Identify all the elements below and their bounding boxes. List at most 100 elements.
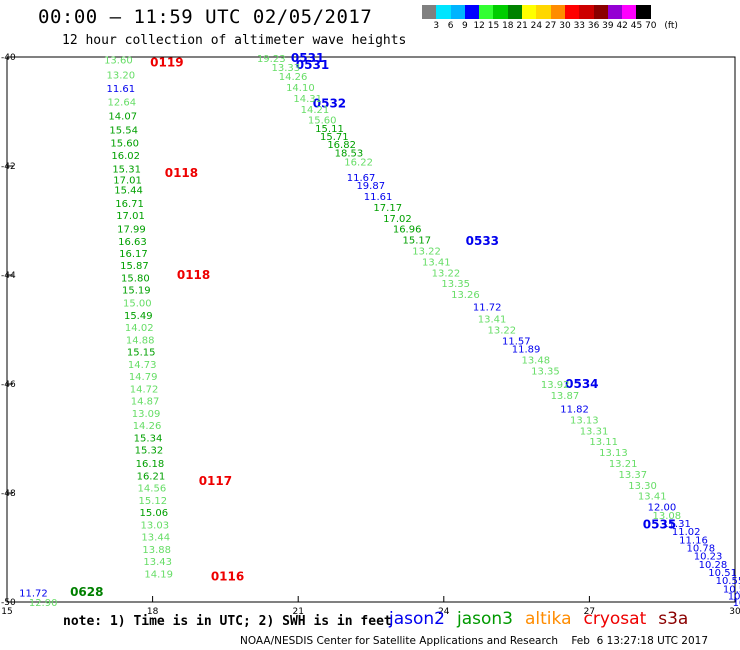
legend-swatch (622, 5, 637, 19)
wave-height-label: 16.82 (327, 140, 356, 151)
legend-label: 24 (530, 21, 543, 31)
legend-swatch (579, 5, 594, 19)
wave-height-label: 11.16 (679, 535, 708, 546)
wave-height-label: 10.55 (716, 576, 740, 587)
legend-label: 70 (645, 21, 657, 31)
legend-swatch (536, 5, 551, 19)
wave-height-label: 17.99 (117, 225, 146, 236)
wave-height-label: 13.41 (422, 257, 451, 268)
wave-height-label: 14.07 (108, 111, 137, 122)
wave-height-label: 15.60 (110, 139, 139, 150)
wave-height-label: 12.90 (29, 598, 58, 609)
wave-height-label: 14.31 (293, 94, 322, 105)
wave-height-label: 15.19 (122, 286, 151, 297)
map-title: 00:00 – 11:59 UTC 02/05/2017 (38, 6, 373, 28)
legend-swatch (607, 5, 623, 19)
wave-height-label: 14.88 (126, 335, 155, 346)
satellite-altika: altika (525, 609, 572, 629)
wave-height-label: 14.87 (131, 396, 160, 407)
units-note: note: 1) Time is in UTC; 2) SWH is in fe… (63, 614, 392, 629)
wave-height-label: 15.44 (114, 185, 143, 196)
wave-height-label: 14.73 (128, 360, 157, 371)
wave-height-label: 13.08 (652, 511, 681, 522)
wave-height-label: 16.18 (136, 459, 165, 470)
pass-id-label: 0531 (291, 51, 324, 65)
legend-swatches (422, 5, 651, 19)
wave-height-label: 13.33 (272, 63, 301, 74)
x-tick-label: 21 (292, 607, 303, 617)
wave-height-label: 11.61 (364, 192, 393, 203)
x-tick-label: 30 (729, 607, 740, 617)
wave-height-label: 11.82 (560, 405, 589, 416)
pass-id-label: 0532 (313, 96, 346, 110)
wave-height-label: 17.02 (383, 214, 412, 225)
wave-height-label: 14.79 (129, 372, 158, 383)
wave-height-label: 15.06 (139, 508, 168, 519)
pass-id-label: 0118 (177, 268, 210, 282)
pass-id-label: 0116 (211, 569, 244, 583)
wave-height-label: 15.87 (120, 261, 149, 272)
wave-height-label: 16.22 (344, 158, 373, 169)
wave-height-label: 16.02 (111, 151, 140, 162)
wave-height-label: 13.35 (531, 366, 560, 377)
y-tick-label: -44 (1, 271, 16, 281)
wave-height-label: 13.30 (628, 481, 657, 492)
wave-height-label: 16.71 (115, 199, 144, 210)
pass-id-label: 0119 (150, 55, 183, 69)
wave-height-label: 19.87 (356, 181, 385, 192)
wave-height-label: 13.26 (451, 290, 480, 301)
wave-height-label: 13.43 (143, 557, 172, 568)
wave-height-label: 13.37 (619, 470, 648, 481)
legend-label: 42 (616, 21, 628, 31)
pass-id-label: 0534 (565, 377, 598, 391)
y-tick-label: -48 (1, 489, 16, 499)
wave-height-label: 15.11 (315, 124, 344, 135)
wave-height-label: 15.71 (320, 132, 349, 143)
credit-footer: NOAA/NESDIS Center for Satellite Applica… (240, 635, 708, 647)
y-tick-label: -46 (1, 380, 16, 390)
pass-id-label: 0628 (70, 585, 103, 599)
legend-swatch (564, 5, 580, 19)
map-frame (6, 56, 736, 603)
wave-height-label: 14.19 (144, 570, 173, 581)
wave-height-label: 13.22 (412, 246, 441, 257)
wave-height-label: 15.15 (127, 347, 156, 358)
wave-height-label: 12.00 (648, 503, 677, 514)
wave-height-label: 13.22 (432, 268, 461, 279)
legend-label: 12 (473, 21, 485, 31)
wave-height-label: 11.67 (347, 173, 376, 184)
wave-height-label: 15.80 (121, 274, 150, 285)
legend-label: (ft) (664, 21, 678, 31)
wave-height-label: 11.89 (512, 345, 541, 356)
wave-height-label: 11.02 (672, 527, 701, 538)
legend-swatch (636, 5, 651, 19)
legend-swatch (422, 5, 437, 19)
pass-id-label: 0117 (199, 474, 232, 488)
color-scale-legend: 3 6 9 12 15 18 21 24 27 30 33 36 39 42 45 70 (ft) (422, 5, 678, 33)
wave-height-label: 18.53 (335, 148, 364, 159)
wave-height-label: 13.03 (140, 521, 169, 532)
x-tick-label: 27 (584, 607, 595, 617)
satellite-legend: jason2 jason3 altika cryosat s3a (389, 609, 700, 629)
legend-label: 45 (630, 21, 643, 31)
wave-height-label: 13.41 (478, 315, 507, 326)
wave-height-label: 15.17 (403, 236, 432, 247)
x-tick-label: 24 (438, 607, 450, 617)
x-tick-label: 15 (1, 607, 12, 617)
wave-height-label: 16.63 (118, 237, 147, 248)
wave-height-label: 13.31 (580, 426, 609, 437)
wave-height-label: 13.35 (441, 279, 470, 290)
wave-height-label: 13.21 (609, 459, 638, 470)
legend-labels: 3 6 9 12 15 18 21 24 27 30 33 36 39 42 45 70 (ft) (422, 19, 677, 33)
legend-label: 30 (559, 21, 571, 31)
wave-height-label: 14.26 (279, 72, 308, 83)
wave-height-label: 13.41 (638, 492, 667, 503)
wave-height-label: 13.44 (141, 533, 170, 544)
wave-height-label: 10.53 (723, 584, 740, 595)
wave-height-label: 14.02 (125, 323, 154, 334)
wave-height-label: 13.60 (104, 56, 133, 67)
legend-swatch (550, 5, 565, 19)
wave-height-label: 16.96 (393, 225, 422, 236)
wave-height-label: 19.23 (257, 54, 286, 65)
wave-height-label: 15.12 (139, 496, 168, 507)
